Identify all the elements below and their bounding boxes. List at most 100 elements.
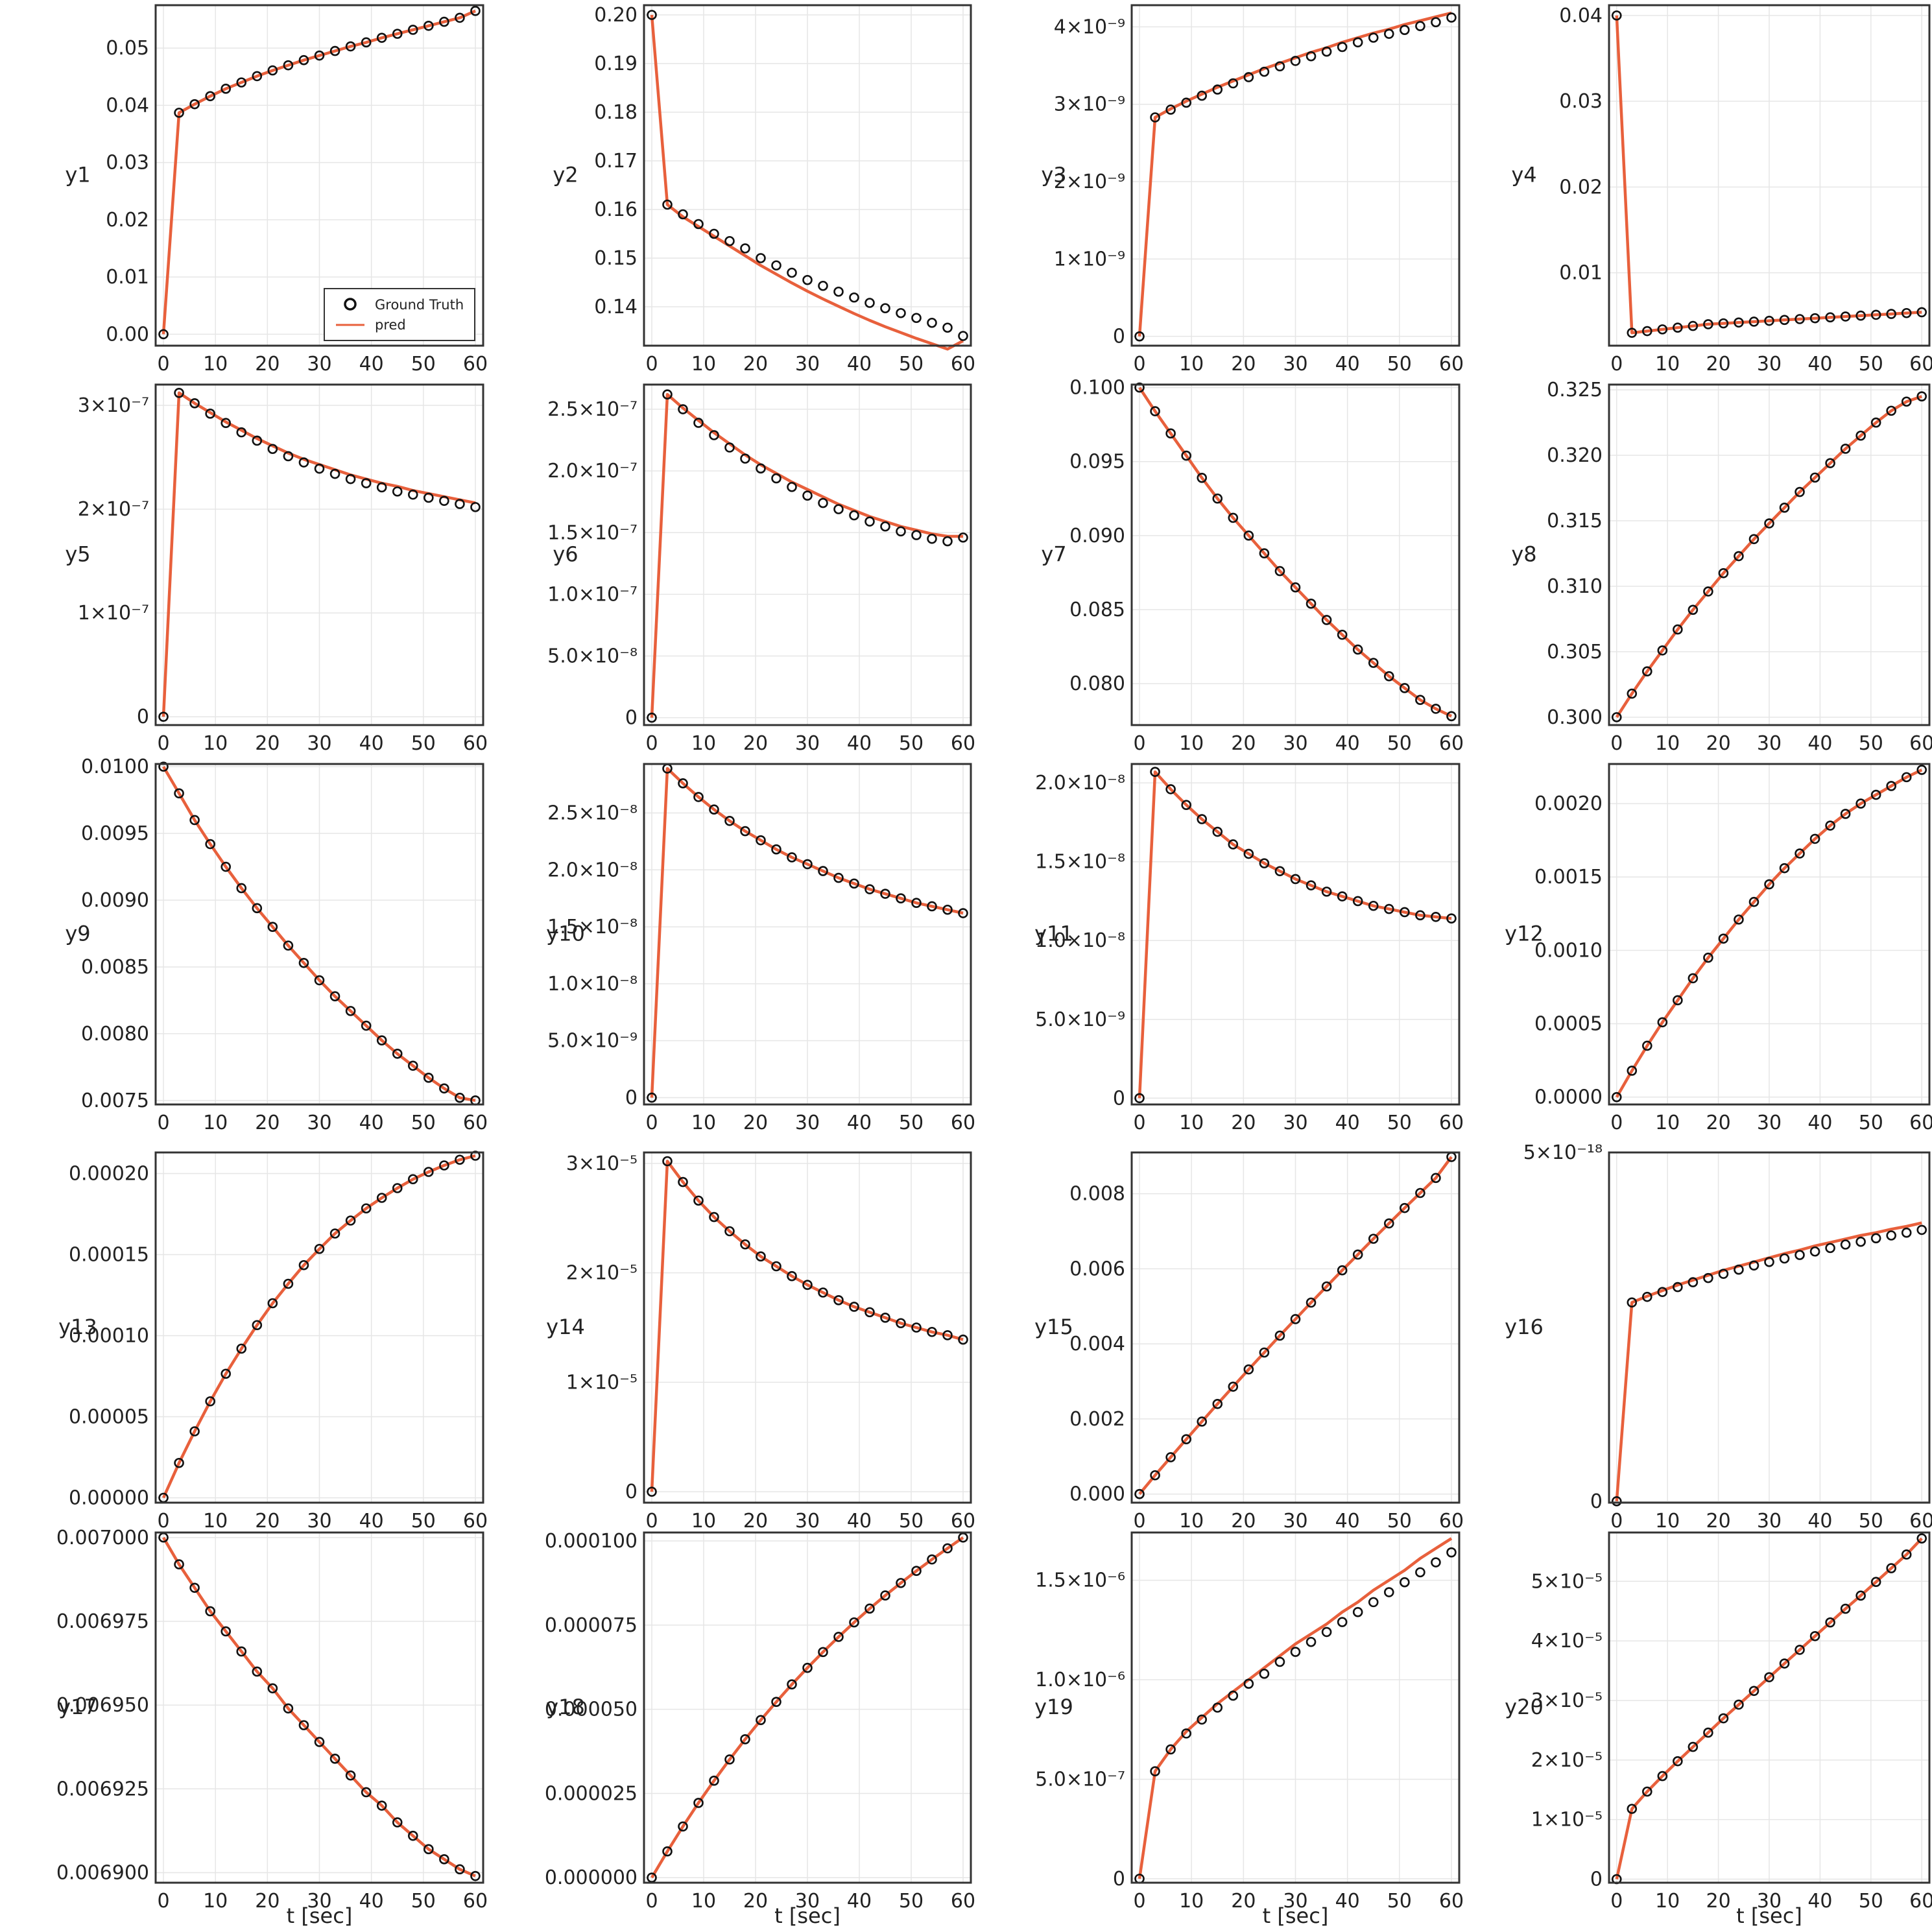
- ground-truth-point: [1642, 1040, 1652, 1051]
- y-tick-label: 2.0×10⁻⁸: [547, 859, 638, 881]
- ground-truth-point: [361, 1020, 372, 1031]
- x-tick-label: 60: [463, 1510, 488, 1532]
- x-tick-label: 50: [1859, 1890, 1883, 1913]
- ground-truth-point: [709, 430, 719, 440]
- x-tick-label: 10: [1655, 1890, 1680, 1913]
- plot-frame: [1608, 383, 1931, 726]
- ground-truth-point: [376, 1035, 387, 1045]
- pred-series-line: [162, 765, 476, 1103]
- y-tick-label: 0.16: [594, 198, 638, 221]
- ground-truth-point: [1306, 880, 1317, 890]
- ground-truth-point: [1901, 396, 1912, 407]
- ground-truth-point: [221, 861, 232, 872]
- ground-truth-point: [1825, 312, 1835, 323]
- x-tick-label: 10: [203, 1510, 228, 1532]
- ground-truth-point: [1657, 1287, 1668, 1297]
- subplot-y4: 0 10 20 30 40 50 60 0.01 0.02 0.03 0.04 y4: [1511, 4, 1932, 376]
- pred-series-line: [650, 1536, 964, 1879]
- ground-truth-point: [314, 1737, 325, 1747]
- x-tick-label: 50: [1859, 353, 1883, 376]
- ground-truth-point: [1795, 848, 1805, 859]
- ground-truth-point: [1150, 1470, 1160, 1481]
- y-tick-label: 1×10⁻⁹: [1054, 248, 1125, 270]
- ground-truth-point: [1718, 567, 1729, 578]
- ground-truth-point: [911, 898, 922, 909]
- x-tick-label: 50: [899, 1510, 924, 1532]
- pred-series-line: [650, 767, 964, 1098]
- ground-truth-point: [1886, 309, 1896, 319]
- ground-truth-point: [896, 1578, 906, 1588]
- x-tick-label: 40: [1335, 1890, 1360, 1913]
- ground-truth-point: [1150, 767, 1160, 777]
- y-tick-label: 5.0×10⁻⁷: [1035, 1768, 1125, 1791]
- ground-truth-point: [1673, 322, 1683, 333]
- ground-truth-point: [221, 1626, 232, 1637]
- x-tick-label: 40: [847, 1890, 872, 1913]
- ground-truth-point: [1611, 1091, 1622, 1103]
- ground-truth-point: [693, 1195, 704, 1206]
- ground-truth-point: [1134, 1093, 1145, 1104]
- y-tick-label: 1×10⁻⁷: [78, 602, 149, 625]
- x-tick-label: 40: [359, 1890, 384, 1913]
- ground-truth-point: [709, 804, 719, 815]
- x-tick-label: 30: [795, 732, 820, 755]
- ground-truth-point: [1734, 1699, 1744, 1710]
- y-tick-label: 0.00010: [69, 1325, 149, 1348]
- ground-truth-point: [1165, 784, 1176, 794]
- pred-series-line: [1615, 769, 1923, 1098]
- ground-truth-point: [298, 1720, 309, 1730]
- ground-truth-point: [927, 1554, 937, 1565]
- ground-truth-point: [189, 99, 200, 110]
- x-tick-label: 0: [1610, 732, 1623, 755]
- ground-truth-point: [158, 761, 169, 772]
- plot-frame: [154, 1531, 484, 1884]
- ground-truth-point: [756, 835, 766, 846]
- y-tick-label: 0.0015: [1534, 866, 1603, 888]
- ground-truth-point: [189, 1426, 200, 1437]
- plot-frame: [154, 763, 484, 1106]
- x-tick-label: 50: [1859, 1510, 1883, 1532]
- x-axis-label: t [sec]: [287, 1903, 353, 1928]
- pred-series-line: [1138, 1156, 1453, 1496]
- ground-truth-point: [1446, 711, 1457, 722]
- ground-truth-point: [818, 280, 828, 291]
- x-tick-label: 10: [1179, 1112, 1204, 1134]
- ground-truth-point: [283, 1703, 294, 1714]
- x-tick-label: 50: [411, 1890, 436, 1913]
- ground-truth-point: [1415, 695, 1425, 705]
- x-tick-label: 50: [899, 1890, 924, 1913]
- plot-frame: [1130, 763, 1461, 1106]
- x-tick-label: 0: [645, 1510, 658, 1532]
- x-tick-label: 20: [1231, 1510, 1256, 1532]
- ground-truth-point: [1243, 848, 1254, 859]
- ground-truth-point: [756, 1715, 766, 1726]
- x-tick-label: 20: [255, 1510, 280, 1532]
- y-tick-label: 0.000100: [545, 1530, 638, 1553]
- y-tick-label-corner: 5×10⁻¹⁸: [1523, 1141, 1603, 1164]
- ground-truth-point: [849, 878, 859, 889]
- y-tick-label: 0.0085: [81, 956, 149, 979]
- ground-truth-point: [1274, 566, 1285, 577]
- plot-frame: [643, 4, 972, 347]
- x-tick-label: 20: [743, 1890, 768, 1913]
- x-tick-label: 30: [1757, 732, 1782, 755]
- ground-truth-point: [174, 788, 184, 799]
- ground-truth-point: [1150, 112, 1160, 123]
- ground-truth-point: [1352, 896, 1363, 907]
- subplot-y15: 0 10 20 30 40 50 60 0.000 0.002 0.004 0.006 0.008 y1…: [1034, 1151, 1464, 1532]
- ground-truth-point: [833, 286, 844, 297]
- x-tick-label: 40: [1807, 1112, 1832, 1134]
- y-tick-label: 2×10⁻⁵: [566, 1262, 638, 1285]
- x-tick-label: 50: [899, 1112, 924, 1134]
- y-axis-label: y1: [65, 163, 90, 187]
- x-tick-label: 40: [1335, 732, 1360, 755]
- ground-truth-point: [1383, 29, 1394, 39]
- ground-truth-point: [756, 463, 766, 474]
- ground-truth-point: [1886, 1563, 1896, 1573]
- y-tick-label: 1.5×10⁻⁷: [547, 521, 638, 544]
- pred-series-line: [1138, 387, 1452, 718]
- plot-frame: [154, 383, 484, 726]
- subplot-y2: 0 10 20 30 40 50 60 0.14 0.15 0.16 0.17 0.18 0.19 0.2…: [553, 4, 975, 376]
- subplot-y5: 0 10 20 30 40 50 60 0 1×10⁻⁷ 2×10⁻⁷ 3×10⁻⁷ y5: [65, 383, 488, 755]
- y-tick-label: 1×10⁻⁵: [566, 1371, 638, 1394]
